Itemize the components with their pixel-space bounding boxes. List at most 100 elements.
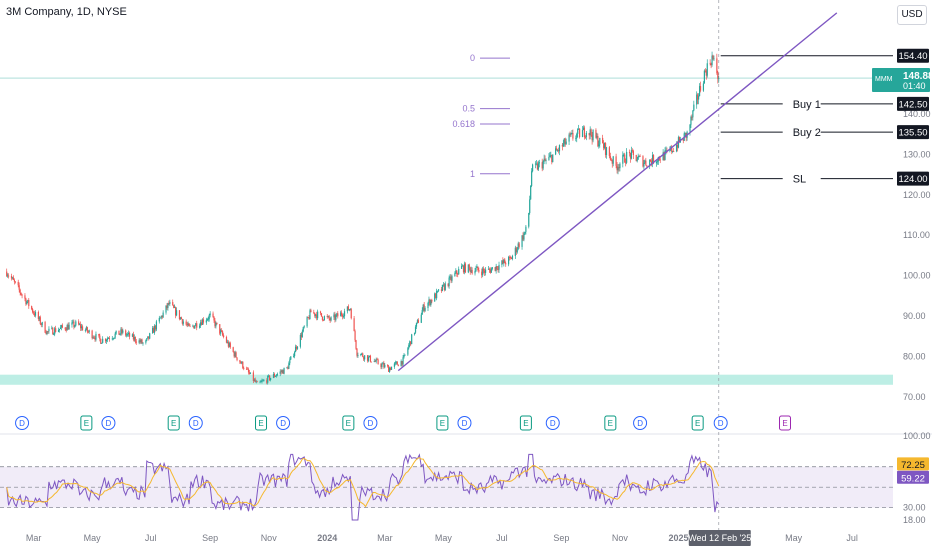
candle (451, 276, 453, 281)
dividend-marker[interactable] (363, 416, 378, 430)
candle (390, 366, 393, 370)
dividend-marker[interactable] (633, 416, 648, 430)
candle (431, 299, 433, 302)
earnings-marker[interactable] (342, 415, 355, 431)
earnings-marker[interactable] (778, 415, 791, 431)
candle (149, 333, 151, 339)
candle (649, 159, 651, 167)
earnings-marker[interactable] (604, 415, 617, 431)
candle (181, 319, 183, 324)
candle (645, 160, 647, 166)
candle (434, 293, 436, 302)
candle (114, 333, 116, 338)
candle (263, 380, 265, 382)
dividend-marker-label: D (462, 419, 468, 428)
candle (55, 328, 57, 332)
candle (703, 70, 705, 84)
trend-line[interactable] (397, 12, 838, 372)
candle (636, 159, 638, 162)
candle (275, 375, 277, 377)
candle (214, 320, 216, 327)
candle (132, 334, 134, 340)
candle (366, 355, 369, 361)
candle (14, 281, 16, 283)
candle (463, 263, 466, 273)
candle (615, 156, 617, 166)
candle (549, 155, 551, 157)
candle (239, 360, 241, 363)
fib-level-label: 0.5 (462, 104, 475, 114)
y-axis-tick-label: 80.00 (903, 351, 926, 361)
candle (232, 347, 234, 352)
candle (98, 333, 100, 336)
candle (509, 257, 512, 258)
y-axis-tick-label: 130.00 (903, 149, 931, 159)
candle (293, 356, 295, 357)
candle (236, 357, 238, 361)
dividend-marker[interactable] (101, 416, 116, 430)
candle (354, 331, 356, 341)
y-axis-tick-label: 120.00 (903, 190, 931, 200)
candle (287, 367, 289, 369)
candle (436, 290, 438, 299)
candle (541, 162, 543, 169)
candle (389, 367, 391, 372)
candle (353, 318, 355, 332)
candle (153, 325, 156, 333)
candle (40, 324, 42, 325)
earnings-marker[interactable] (167, 415, 180, 431)
candle (421, 309, 423, 315)
currency-button[interactable]: USD (897, 5, 927, 25)
candle (162, 312, 164, 318)
candle (266, 380, 268, 383)
candle (427, 303, 429, 309)
candle (678, 137, 681, 143)
rsi-axis-tick-label: 30.00 (903, 503, 926, 513)
candle (294, 352, 296, 357)
candle (101, 342, 103, 344)
candle (73, 321, 75, 327)
x-axis-tick-label: May (435, 533, 453, 543)
candle (334, 314, 336, 320)
dividend-marker[interactable] (188, 416, 203, 430)
earnings-marker[interactable] (255, 415, 268, 431)
candle (37, 311, 39, 320)
dividend-marker[interactable] (276, 416, 291, 430)
dividend-marker[interactable] (545, 416, 560, 430)
candle (27, 299, 29, 302)
earnings-marker[interactable] (519, 415, 532, 431)
earnings-marker[interactable] (691, 415, 704, 431)
candle (356, 348, 358, 356)
candle (435, 293, 437, 299)
candle (348, 309, 350, 311)
candle (517, 243, 519, 250)
candle (21, 294, 23, 296)
level-price-text: 135.50 (898, 128, 927, 139)
candle (402, 357, 404, 365)
candle (558, 145, 561, 152)
candle (461, 265, 464, 267)
dividend-marker[interactable] (15, 416, 30, 430)
candle (295, 346, 298, 349)
dividend-marker[interactable] (713, 416, 728, 430)
candle (599, 137, 601, 145)
candle (576, 133, 578, 139)
candle (470, 269, 472, 273)
candle (51, 327, 53, 329)
earnings-marker[interactable] (436, 415, 449, 431)
dividend-marker[interactable] (457, 416, 472, 430)
candle (361, 353, 363, 355)
candle (19, 289, 21, 293)
candle (494, 267, 496, 271)
candle (39, 317, 41, 325)
crosshair-date-text: Wed 12 Feb '25 (688, 533, 751, 543)
earnings-marker[interactable] (80, 415, 93, 431)
candle (126, 334, 128, 336)
candle (196, 323, 198, 328)
candle (437, 289, 440, 291)
candle (504, 259, 506, 264)
candle (107, 338, 110, 339)
candle (141, 339, 143, 344)
candle (65, 329, 67, 331)
